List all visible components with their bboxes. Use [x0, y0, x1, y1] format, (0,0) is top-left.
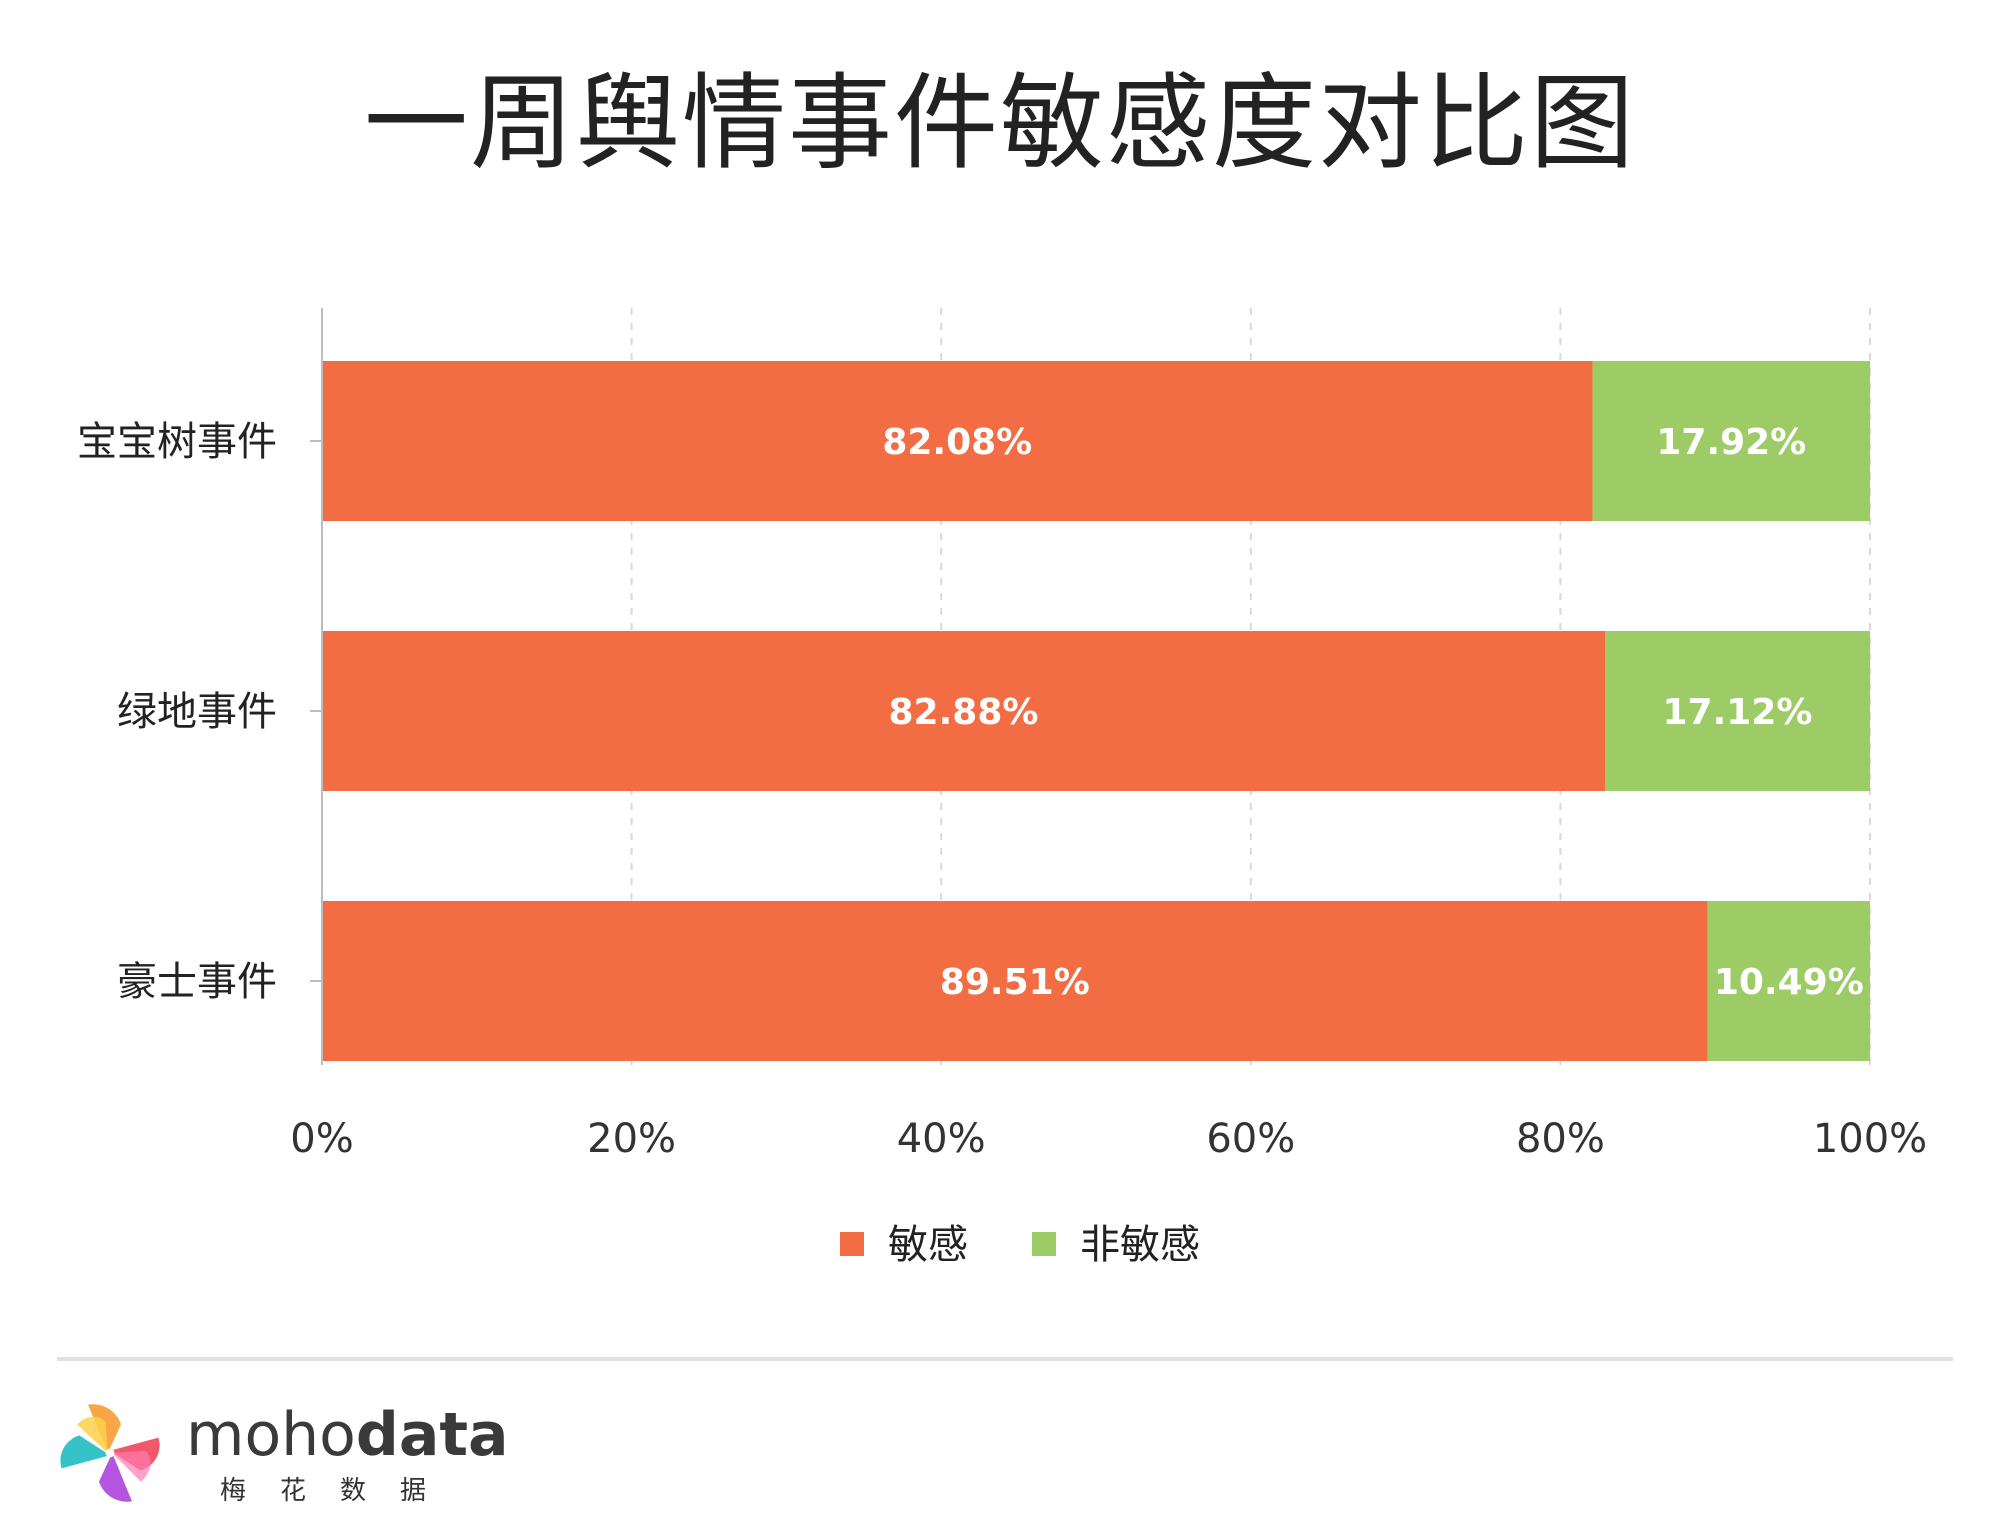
chart-title: 一周舆情事件敏感度对比图	[363, 62, 1636, 184]
bar-segments: 82.08% 17.92% 82.88% 17.12% 89.51% 10.49%	[322, 361, 1870, 1061]
brand-wordmark-light: moho	[186, 1400, 356, 1470]
pinwheel-logo-icon	[60, 1404, 160, 1502]
data-label-0-0: 82.08%	[882, 422, 1032, 463]
category-label-2: 豪士事件	[117, 959, 277, 1005]
x-tick-label-40: 40%	[897, 1116, 986, 1162]
x-tick-label-100: 100%	[1813, 1116, 1927, 1162]
data-label-2-1: 10.49%	[1714, 962, 1864, 1003]
brand-wordmark: mohodata	[186, 1400, 509, 1470]
data-label-1-1: 17.12%	[1663, 692, 1813, 733]
x-tick-label-20: 20%	[587, 1116, 676, 1162]
x-tick-label-60: 60%	[1206, 1116, 1295, 1162]
category-label-1: 绿地事件	[117, 689, 277, 735]
legend-swatch-1	[1032, 1232, 1056, 1256]
legend-label-1: 非敏感	[1080, 1222, 1200, 1268]
bar-segment-0-0	[322, 361, 1593, 521]
legend-swatch-0	[840, 1232, 864, 1256]
data-label-2-0: 89.51%	[940, 962, 1090, 1003]
legend-label-0: 敏感	[888, 1222, 968, 1268]
category-label-0: 宝宝树事件	[77, 419, 277, 465]
bar-segment-0-1	[1592, 361, 1870, 521]
x-tick-label-80: 80%	[1516, 1116, 1605, 1162]
legend: 敏感 非敏感	[840, 1222, 1200, 1268]
data-label-1-0: 82.88%	[889, 692, 1039, 733]
data-label-0-1: 17.92%	[1656, 422, 1806, 463]
stacked-bar-chart: 82.08% 17.92% 82.88% 17.12% 89.51% 10.49% 0% 2…	[77, 308, 1927, 1268]
x-tick-label-0: 0%	[290, 1116, 353, 1162]
bar-segment-1-0	[322, 631, 1605, 791]
bar-segment-2-0	[322, 901, 1708, 1061]
bar-segment-2-1	[1707, 901, 1870, 1061]
footer-divider	[57, 1357, 1953, 1361]
brand-subtitle: 梅花数据	[220, 1476, 461, 1506]
brand-wordmark-bold: data	[355, 1400, 509, 1470]
bar-segment-1-1	[1604, 631, 1870, 791]
